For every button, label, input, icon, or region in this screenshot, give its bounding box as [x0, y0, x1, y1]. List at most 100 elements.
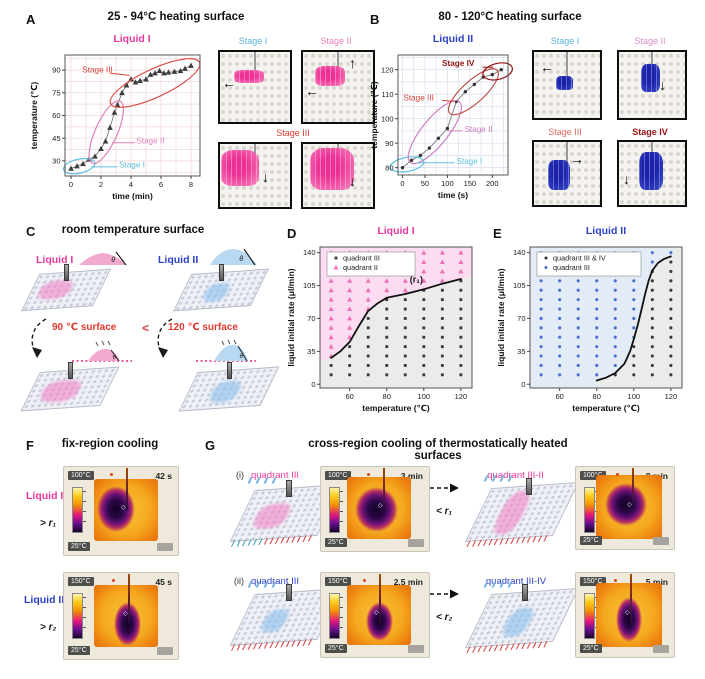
- panel-g-title: cross-region cooling of thermostatically…: [308, 438, 568, 462]
- dispensing-needle: [383, 468, 385, 512]
- y-tick-label: 80: [385, 163, 393, 172]
- stage-photo: ↓: [301, 142, 375, 209]
- y-tick-label: 140: [513, 248, 526, 257]
- chart-liquid2-heating: Stage IV Stage III Stage II Stage I 0 50 100 15…: [368, 44, 518, 207]
- chart-a-title: Liquid I: [113, 33, 151, 45]
- x-tick-label: 8: [189, 180, 193, 189]
- chart-annotation: Stage II: [136, 136, 164, 145]
- stage-photo: ←: [532, 50, 602, 120]
- temp-min-badge: 25°C: [580, 536, 602, 545]
- colorbar-tick: [340, 617, 343, 618]
- dispensing-needle: [630, 574, 632, 626]
- temp-max-badge: 150°C: [580, 577, 606, 586]
- panel-label-e: E: [493, 226, 502, 241]
- dispensing-needle: [67, 362, 74, 379]
- x-axis-label: temperature (℃): [362, 403, 430, 413]
- y-tick-label: 105: [513, 281, 526, 290]
- liquid1-label: Liquid I: [26, 490, 64, 502]
- vapor-marks-icon: [221, 340, 237, 346]
- chart-annotation: Stage III: [82, 65, 113, 74]
- dispensing-needle: [226, 362, 233, 379]
- contact-angle-line: [237, 345, 248, 362]
- stage-photo: →: [532, 140, 602, 207]
- legend-label: quadrant II: [343, 263, 378, 272]
- less-than-sign: <: [142, 321, 150, 335]
- x-tick-label: 4: [129, 180, 133, 189]
- panel-a-title: 25 - 94°C heating surface: [107, 11, 245, 23]
- xy-chart: Stage IV Stage III Stage II Stage I 0 50 100 15…: [369, 54, 513, 200]
- x-tick-label: 0: [400, 179, 404, 188]
- pillared-surface-diagram: [229, 476, 343, 547]
- chart-annotation: Stage IV: [442, 59, 475, 68]
- hot-spot-dot: [112, 579, 115, 582]
- hot-spot-dot: [110, 473, 113, 476]
- heated-plate: [347, 477, 411, 539]
- quadrant-label: quadrant III-II: [487, 470, 544, 481]
- x-tick-label: 60: [345, 392, 353, 401]
- stage-photo: ↑ ←: [301, 50, 375, 124]
- heated-droplet-profile: θ: [72, 340, 132, 362]
- y-axis-label: liquid initial rate (μl/min): [496, 268, 506, 366]
- x-tick-label: 100: [441, 179, 454, 188]
- dashed-curved-arrow-icon: [31, 318, 47, 358]
- x-tick-label: 80: [383, 392, 391, 401]
- contact-angle-line: [110, 349, 120, 362]
- y-axis-label: temperature (℃): [29, 82, 39, 150]
- wetted-region-patch: [489, 490, 535, 536]
- stage1-label: Stage I: [238, 36, 268, 46]
- x-tick-label: 2: [99, 180, 103, 189]
- thermal-image: 100°C 42 s ◇ 25°C: [63, 466, 179, 556]
- y-tick-label: 35: [307, 347, 315, 356]
- heated-plate: [94, 585, 158, 647]
- colorbar-tick: [83, 597, 86, 598]
- colorbar-tick: [83, 607, 86, 608]
- cooled-zone: [605, 482, 648, 527]
- flow-direction-arrow-icon: ↓: [659, 77, 666, 93]
- stage3-label: Stage III: [548, 127, 582, 137]
- panel-label-f: F: [26, 438, 34, 453]
- y-axis-label: temperature (℃): [369, 81, 379, 149]
- liquid2-label: Liquid II: [158, 254, 199, 266]
- heater-pins: [465, 641, 550, 653]
- y-tick-label: 110: [382, 90, 394, 99]
- dispensing-needle: [337, 52, 339, 79]
- time-label: 42 s: [155, 471, 172, 481]
- cooled-zone: [114, 602, 142, 646]
- thermal-image: 100°C 3 min ◇ 25°C: [320, 466, 430, 552]
- rate-condition-label: < r₁: [436, 506, 453, 517]
- y-tick-label: 90: [385, 139, 393, 148]
- heated-droplet-profile: θ: [196, 340, 256, 362]
- x-tick-label: 120: [455, 392, 468, 401]
- liquid2-droplet-diagram: θ: [210, 248, 257, 266]
- camera-logo-badge: [157, 647, 173, 655]
- y-tick-label: 35: [517, 347, 525, 356]
- rate-condition-label: > r₁: [40, 518, 57, 529]
- stage-photo: ↓: [617, 50, 687, 120]
- pillared-surface-diagram: [464, 474, 580, 547]
- stage2-label: Stage II: [634, 36, 666, 46]
- y-axis-label: liquid initial rate (μl/min): [286, 268, 296, 366]
- thermal-image: 150°C 5 min ◇ 25°C: [575, 572, 675, 658]
- liquid2-label: Liquid II: [24, 594, 65, 606]
- chart-d-title: Liquid I: [377, 225, 415, 237]
- flow-direction-arrow-icon: ↑: [349, 55, 356, 71]
- temp-max-badge: 150°C: [325, 577, 351, 586]
- xy-chart: (r₁) 60 80 100 120 0 35 70 105 140 temperature (℃)…: [286, 246, 473, 413]
- xy-chart: Stage III Stage II Stage I 0 2 4 6 8 30 45 60 75 90 t…: [29, 54, 201, 201]
- temp-min-badge: 25°C: [68, 542, 90, 551]
- x-tick-label: 150: [464, 179, 477, 188]
- liquid1-droplet-diagram: θ: [79, 251, 127, 266]
- wetted-region-patch: [200, 281, 233, 303]
- legend-label: quadrant III & IV: [553, 254, 606, 263]
- heated-plate: [596, 475, 662, 539]
- time-label: 45 s: [155, 577, 172, 587]
- quadrant-label: quadrant III: [250, 470, 300, 481]
- theta-symbol: θ: [239, 256, 243, 263]
- liquid-blob: [221, 150, 259, 186]
- y-tick-label: 0: [521, 380, 525, 389]
- dispensing-needle: [254, 52, 256, 79]
- temp-min-badge: 25°C: [68, 646, 90, 655]
- stage1-label: Stage I: [550, 36, 580, 46]
- y-tick-label: 75: [52, 88, 60, 97]
